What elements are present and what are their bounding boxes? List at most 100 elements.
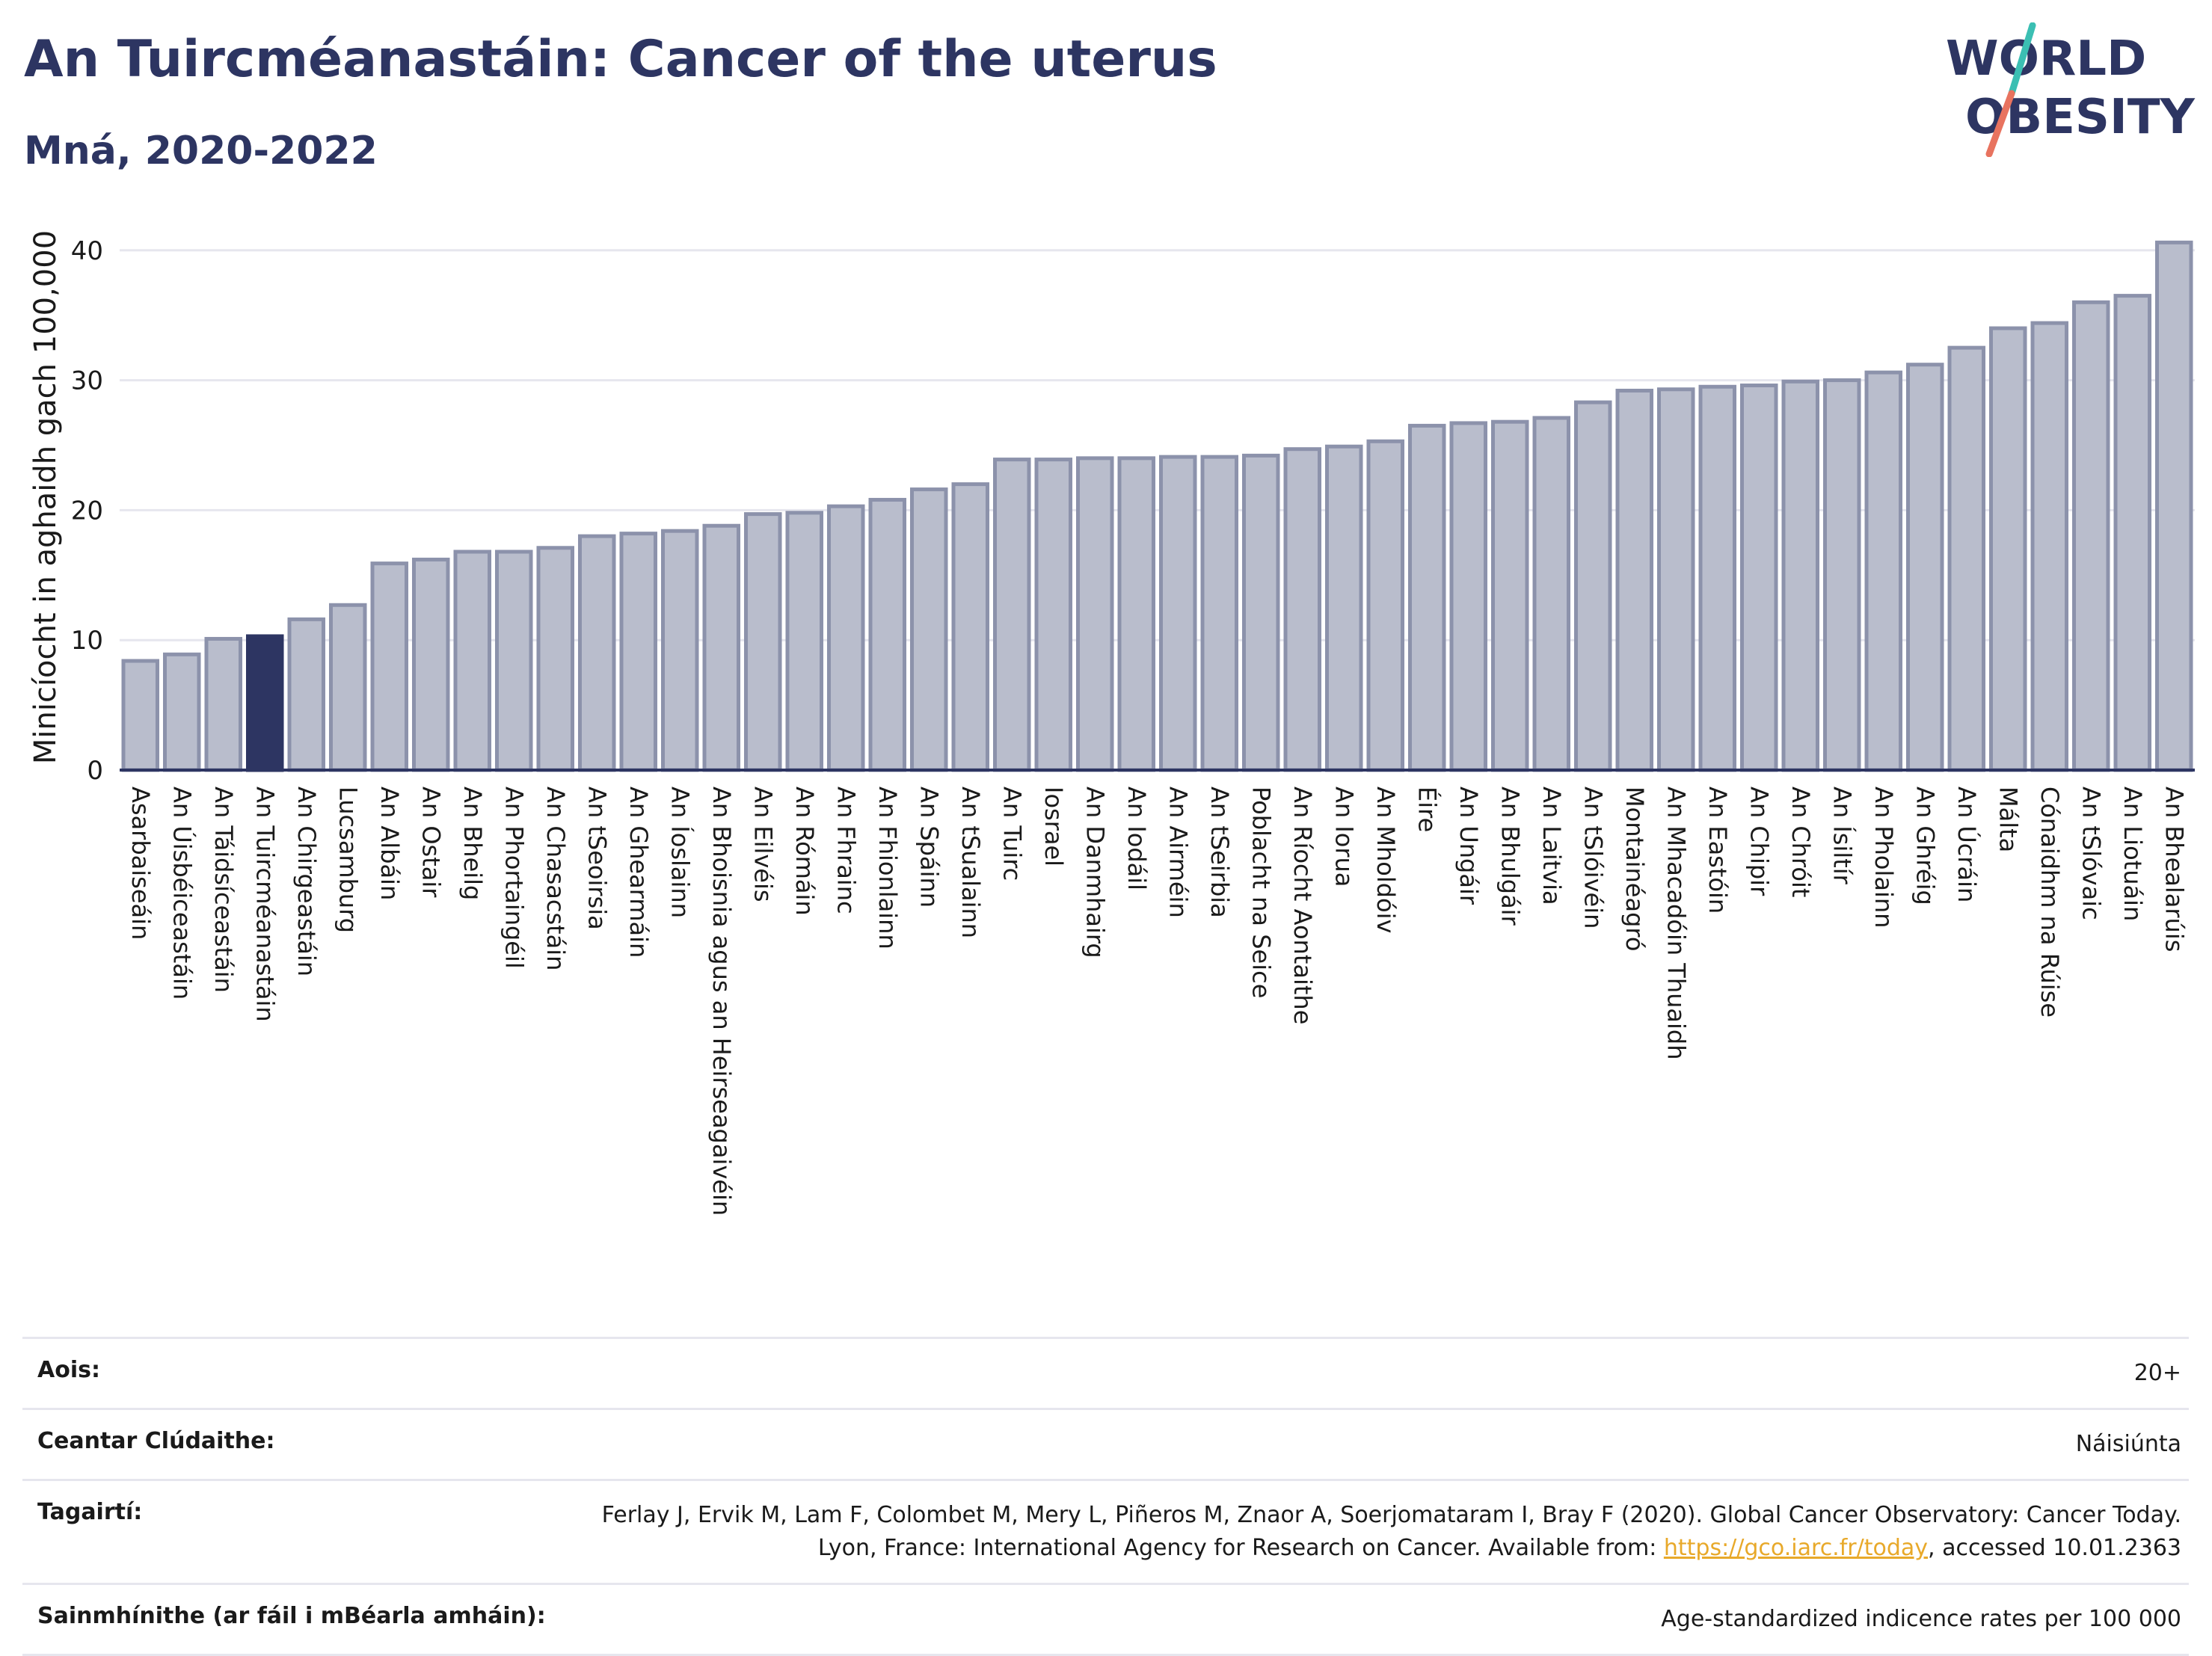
meta-row-references: Tagairtí: Ferlay J, Ervik M, Lam F, Colo…: [22, 1479, 2189, 1583]
bar: [121, 659, 160, 772]
bar: [1532, 416, 1571, 772]
meta-row-coverage: Ceantar Clúdaithe: Náisiúnta: [22, 1408, 2189, 1479]
chart-subtitle: Mná, 2020-2022: [24, 129, 378, 173]
x-tick-label: An Úcráin: [1953, 787, 1982, 902]
x-tick-label: An Fhrainc: [832, 787, 860, 914]
x-tick-label: An Phortaingéil: [500, 787, 528, 969]
x-tick-label: An Ungáir: [1454, 787, 1483, 905]
x-tick-label: An Úisbéiceastáin: [168, 787, 197, 1000]
x-tick-label: An Pholainn: [1870, 787, 1898, 928]
bar: [536, 546, 575, 772]
bar: [826, 504, 865, 772]
x-tick-label: An tSlóvaic: [2077, 787, 2105, 920]
metadata-table: Aois: 20+ Ceantar Clúdaithe: Náisiúnta T…: [22, 1337, 2189, 1656]
logo-slash-coral: [1985, 90, 2015, 158]
x-tick-label: An Ísiltír: [1828, 787, 1856, 885]
bar: [287, 617, 326, 772]
bar: [1905, 363, 1944, 772]
axes: 0 10 20 30 40 Asarbaiseáin An Úisbéiceastáin An…: [71, 236, 2195, 1216]
x-tick-label: An Ghearmáin: [624, 787, 653, 958]
bar: [2113, 294, 2152, 772]
x-tick-label: An Airméin: [1164, 787, 1192, 918]
bar: [1366, 439, 1405, 772]
bar: [619, 532, 658, 772]
y-tick-label: 0: [87, 756, 103, 786]
meta-row-definitions: Sainmhínithe (ar fáil i mBéarla amháin):…: [22, 1583, 2189, 1656]
bar: [1034, 458, 1073, 772]
bar: [162, 652, 201, 772]
bar: [1490, 419, 1529, 772]
y-tick-label: 10: [71, 626, 103, 656]
x-tick-label: An Táidsíceastáin: [209, 787, 238, 993]
bar: [1573, 400, 1612, 772]
x-tick-label: Poblacht na Seice: [1247, 787, 1275, 998]
bar: [1864, 370, 1903, 772]
x-tick-label: An tSualainn: [956, 787, 985, 938]
x-tick-label: Málta: [1994, 787, 2022, 852]
bar: [1241, 453, 1280, 772]
x-tick-label: An Rómáin: [790, 787, 819, 916]
bar: [1656, 387, 1695, 772]
logo-slash-teal: [2008, 22, 2036, 97]
bar: [951, 482, 990, 772]
chart-title: An Tuircméanastáin: Cancer of the uterus: [24, 30, 1217, 89]
x-tick-label: An tSeoirsia: [583, 787, 611, 930]
x-tick-label: An Bhoisnia agus an Heirseagaivéin: [707, 787, 736, 1216]
bar: [1698, 384, 1737, 772]
bar: [1449, 421, 1488, 772]
bar: [494, 550, 533, 772]
bar: [411, 557, 450, 772]
x-tick-label: An Bhulgáir: [1496, 787, 1524, 926]
bar: [245, 634, 284, 772]
logo-line-1: WORLD: [1946, 31, 2146, 87]
x-tick-label: An Albáin: [375, 787, 404, 900]
x-tick-label: An Íoslainn: [666, 787, 694, 918]
bar: [1988, 326, 2027, 772]
world-obesity-logo: WORLD OBESITY: [1944, 22, 2199, 158]
bar: [660, 529, 699, 772]
x-tick-label: An Fhionlainn: [873, 787, 902, 949]
x-tick-label: An Iodáil: [1122, 787, 1151, 890]
x-tick-label: An Danmhairg: [1081, 787, 1109, 958]
y-tick-label: 20: [71, 496, 103, 526]
x-tick-label: Asarbaiseáin: [126, 787, 155, 940]
meta-value-coverage: Náisiúnta: [2075, 1431, 2181, 1457]
x-tick-label: An Chirgeastáin: [292, 787, 321, 976]
bar-chart: 0 10 20 30 40 Asarbaiseáin An Úisbéiceastáin An…: [28, 230, 2195, 1216]
x-tick-label: An Tuirc: [998, 787, 1026, 881]
reference-accessed: , accessed 10.01.2363: [1928, 1535, 2181, 1561]
x-tick-label: An Laitvia: [1537, 787, 1566, 905]
bar: [2030, 321, 2069, 772]
bar: [2154, 240, 2193, 772]
x-tick-label: An Chipir: [1745, 787, 1773, 896]
x-tick-label: Montainéagró: [1620, 787, 1649, 951]
bar: [1283, 447, 1322, 772]
x-tick-label: An Mhacadóin Thuaidh: [1662, 787, 1690, 1059]
bar: [370, 561, 409, 772]
bar: [1615, 388, 1654, 772]
x-tick-label: An Iorua: [1330, 787, 1358, 887]
bar: [577, 534, 616, 772]
bar: [453, 550, 492, 772]
x-tick-label: An tSeirbia: [1205, 787, 1234, 918]
y-tick-label: 40: [71, 236, 103, 266]
bar: [328, 603, 367, 772]
bar: [702, 523, 741, 772]
x-tick-label: An Ríocht Aontaithe: [1288, 787, 1317, 1024]
bar: [1781, 379, 1820, 772]
meta-value-age: 20+: [2133, 1360, 2181, 1386]
x-tick-label: An Chróit: [1787, 787, 1815, 897]
y-axis-title: Minicíocht in aghaidh gach 100,000: [28, 230, 63, 764]
x-tick-label: An Mholdóiv: [1371, 787, 1400, 933]
bars: [121, 240, 2193, 772]
bar: [1324, 444, 1363, 772]
bar: [868, 497, 907, 772]
bar: [2071, 300, 2110, 772]
x-tick-label: An Bhealarúis: [2160, 787, 2188, 952]
meta-label-age: Aois:: [37, 1357, 100, 1383]
x-tick-label: Iosrael: [1039, 787, 1068, 867]
reference-link[interactable]: https://gco.iarc.fr/today: [1663, 1535, 1929, 1561]
bar: [1822, 378, 1861, 772]
bar: [1739, 384, 1778, 772]
bar: [204, 636, 243, 772]
